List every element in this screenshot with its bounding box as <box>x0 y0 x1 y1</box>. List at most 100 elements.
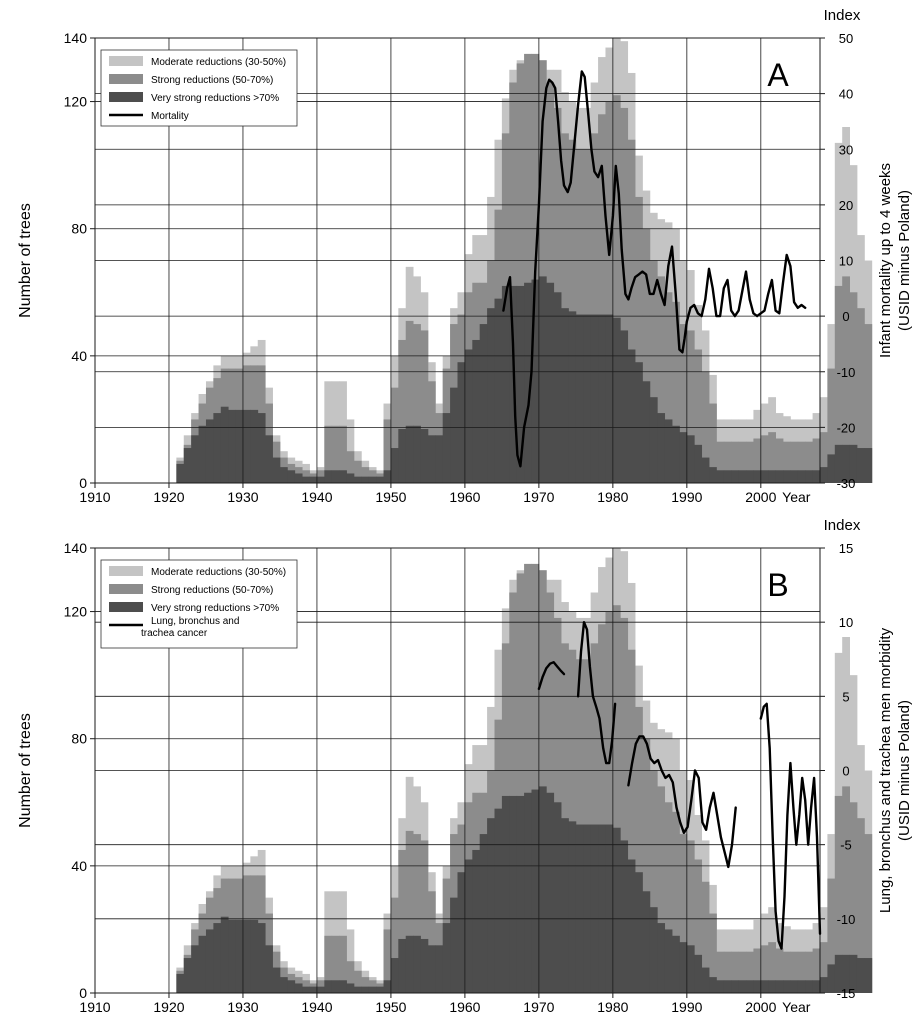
bar <box>213 923 222 993</box>
legend-label: Moderate reductions (30-50%) <box>151 567 286 578</box>
x-tick-label: 1950 <box>375 999 406 1015</box>
bar <box>376 986 384 993</box>
bar <box>324 470 333 483</box>
bar <box>405 425 414 483</box>
bar <box>287 980 296 993</box>
bar <box>716 980 725 993</box>
bar <box>598 314 606 483</box>
legend-label: Strong reductions (50-70%) <box>151 75 273 86</box>
bar <box>672 301 680 483</box>
bar <box>753 470 762 483</box>
bar <box>413 935 421 993</box>
bar <box>620 107 629 484</box>
overlay-line-group <box>537 621 822 950</box>
bar <box>272 967 281 993</box>
bar <box>509 795 518 993</box>
bar <box>494 808 503 993</box>
bar <box>627 649 636 993</box>
bar <box>753 948 762 993</box>
bar <box>627 139 636 483</box>
bar <box>797 980 806 993</box>
bar <box>420 428 429 483</box>
bar <box>783 951 791 993</box>
bar <box>598 114 606 483</box>
bar <box>420 938 429 993</box>
overlay-line-segment <box>576 621 617 765</box>
bar <box>302 986 310 993</box>
bar <box>709 403 717 483</box>
bar <box>361 986 370 993</box>
bar <box>265 945 273 993</box>
bar <box>649 770 658 993</box>
bar <box>309 476 318 483</box>
bar <box>827 454 836 483</box>
bar <box>516 285 525 483</box>
bar <box>302 476 310 483</box>
legend: Moderate reductions (30-50%) Strong reduc… <box>100 559 298 649</box>
y2-tick-label: -10 <box>837 912 856 927</box>
legend: Moderate reductions (30-50%) Strong reduc… <box>100 49 298 127</box>
y-tick-label: 40 <box>71 348 87 364</box>
bar <box>353 986 362 993</box>
bar <box>346 473 355 483</box>
bar <box>390 448 399 483</box>
bar <box>479 324 488 483</box>
bar <box>427 435 436 483</box>
bar <box>346 451 355 483</box>
bar <box>664 419 673 483</box>
bar <box>679 834 688 993</box>
bar <box>376 476 384 483</box>
bar <box>524 563 532 993</box>
bar <box>827 368 836 483</box>
bar <box>405 830 414 993</box>
bar <box>457 872 466 993</box>
overlay-line-segment <box>759 702 822 950</box>
bar <box>620 330 629 483</box>
bar <box>664 292 673 483</box>
bar <box>805 980 813 993</box>
bar <box>531 279 540 483</box>
bar <box>746 470 754 483</box>
bar <box>398 938 407 993</box>
bar <box>220 916 229 993</box>
bar <box>494 298 503 483</box>
bar <box>783 980 791 993</box>
bar <box>657 923 666 993</box>
bar <box>279 977 288 993</box>
bar <box>856 308 865 483</box>
bar <box>501 285 510 483</box>
bar <box>605 101 614 483</box>
bar <box>746 980 754 993</box>
y2-axis-label-line: Infant mortality up to 4 weeks <box>877 163 894 358</box>
bar <box>849 444 858 483</box>
x-tick-label: 1960 <box>449 999 480 1015</box>
y2-tick-label: -5 <box>840 838 852 853</box>
bar <box>561 308 569 483</box>
bar <box>820 467 828 483</box>
bar <box>797 470 806 483</box>
bar <box>753 438 762 483</box>
bar <box>501 795 510 993</box>
bar <box>538 786 547 993</box>
y2-tick-label: 20 <box>839 198 853 213</box>
bar <box>849 954 858 993</box>
gridlines <box>95 548 820 993</box>
bar <box>176 973 185 993</box>
legend-label: Mortality <box>151 111 189 122</box>
bar <box>701 967 710 993</box>
x-tick-label: 1980 <box>597 489 628 505</box>
bar <box>701 457 710 483</box>
bar <box>176 463 185 483</box>
bar <box>235 919 244 993</box>
bar <box>783 470 791 483</box>
bar <box>250 919 259 993</box>
bar <box>516 573 525 993</box>
y-tick-label: 140 <box>64 30 88 46</box>
bar <box>390 387 399 483</box>
y2-axis-title: Index <box>824 7 861 24</box>
bar <box>420 840 429 993</box>
bar <box>716 470 725 483</box>
bar <box>760 980 769 993</box>
y-tick-label: 0 <box>79 475 87 491</box>
y2-tick-label: -10 <box>837 365 856 380</box>
